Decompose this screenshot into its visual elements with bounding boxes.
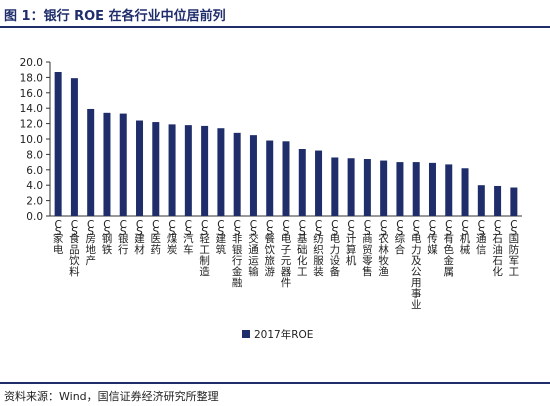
x-tick-label: C S 国防军工 [509, 219, 520, 278]
x-tick-label: C S 石油石化 [492, 219, 503, 278]
bar [380, 160, 388, 216]
x-tick-label: C S 汽车 [183, 219, 194, 256]
bar [494, 185, 502, 216]
x-tick-label: C S 医药 [151, 219, 162, 256]
footer-rule [0, 382, 550, 384]
bar [184, 125, 192, 216]
y-tick-label: 14.0 [20, 103, 43, 115]
bar [396, 162, 404, 216]
y-tick-label: 12.0 [20, 119, 43, 131]
y-tick-label: 10.0 [20, 134, 43, 146]
x-tick-label: C S 钢铁 [102, 219, 113, 256]
x-tick-label: C S 有色金属 [444, 219, 455, 278]
x-tick-label: C S 电力及公用事业 [411, 219, 422, 311]
x-tick-label: C S 电力设备 [330, 219, 341, 278]
bar [315, 150, 323, 216]
bar [233, 132, 241, 216]
legend-swatch [242, 330, 250, 338]
bar [168, 124, 176, 216]
bar [363, 159, 371, 216]
y-tick-label: 6.0 [26, 165, 43, 177]
bar [331, 157, 339, 216]
x-tick-label: C S 电子元器件 [281, 219, 292, 289]
bar [428, 162, 436, 216]
legend-label: 2017年ROE [254, 328, 313, 341]
bar [54, 72, 62, 216]
bar [201, 125, 209, 216]
bar [152, 122, 160, 216]
title-bar: 图 1：银行 ROE 在各行业中位居前列 [0, 0, 550, 28]
x-tick-label: C S 房地产 [85, 219, 96, 267]
bar [266, 140, 274, 216]
chart-title: 图 1：银行 ROE 在各行业中位居前列 [4, 9, 226, 24]
bar [103, 112, 111, 216]
legend: 2017年ROE [242, 328, 313, 341]
bar [119, 113, 127, 216]
x-tick-label: C S 餐饮旅游 [264, 219, 275, 278]
x-tick-label: C S 建材 [134, 219, 145, 256]
y-tick-label: 0.0 [26, 211, 43, 223]
bar [510, 187, 518, 216]
x-tick-label: C S 通信 [476, 219, 487, 256]
bar [249, 135, 257, 216]
bar [298, 149, 306, 216]
y-tick-label: 8.0 [26, 149, 43, 161]
bar [477, 185, 485, 216]
x-tick-label: C S 机械 [460, 219, 471, 256]
x-tick-label: C S 计算机 [346, 219, 357, 267]
bar [445, 164, 453, 216]
x-tick-label: C S 农林牧渔 [378, 219, 389, 278]
source-note: 资料来源：Wind，国信证券经济研究所整理 [4, 390, 219, 403]
y-tick-label: 2.0 [26, 196, 43, 208]
bar [87, 108, 95, 216]
x-tick-label: C S 传媒 [427, 219, 438, 256]
x-tick-label: C S 交通运输 [248, 219, 259, 278]
x-tick-label: C S 综合 [395, 219, 406, 256]
x-tick-label: C S 基础化工 [297, 219, 308, 278]
bar [136, 120, 144, 216]
bars [54, 72, 518, 216]
x-tick-label: C S 家电 [53, 219, 64, 256]
x-tick-label: C S 煤炭 [167, 219, 178, 256]
bar-chart: 0.02.04.06.08.010.012.014.016.018.020.0 … [20, 57, 522, 341]
x-tick-label: C S 轻工制造 [199, 219, 210, 278]
bar [282, 141, 290, 216]
bar [412, 162, 420, 216]
y-axis: 0.0 2.0 4.0 6.0 8.0 10.0 12.0 14.0 16.0 18.0 20.0 [20, 57, 522, 223]
y-tick-label: 20.0 [20, 57, 43, 69]
x-tick-label: C S 纺织服装 [313, 219, 324, 278]
bar [70, 78, 78, 216]
y-tick-label: 16.0 [20, 88, 43, 100]
x-tick-label: C S 非银行金融 [232, 219, 243, 289]
bar [461, 168, 469, 216]
bar [347, 158, 355, 216]
y-tick-label: 18.0 [20, 72, 43, 84]
x-tick-label: C S 商贸零售 [362, 219, 373, 278]
x-tick-label: C S 建筑 [216, 219, 227, 256]
x-tick-label: C S 食品饮料 [69, 219, 80, 278]
x-tick-labels: C S 家电 C S 食品饮料 C S 房地产 C S 钢铁 C S 银行 C S 建材 C S 医药 C S 煤炭 C S 汽车 C… [53, 219, 519, 311]
x-tick-label: C S 银行 [118, 219, 129, 256]
y-tick-label: 4.0 [26, 180, 43, 192]
bar [217, 128, 225, 216]
